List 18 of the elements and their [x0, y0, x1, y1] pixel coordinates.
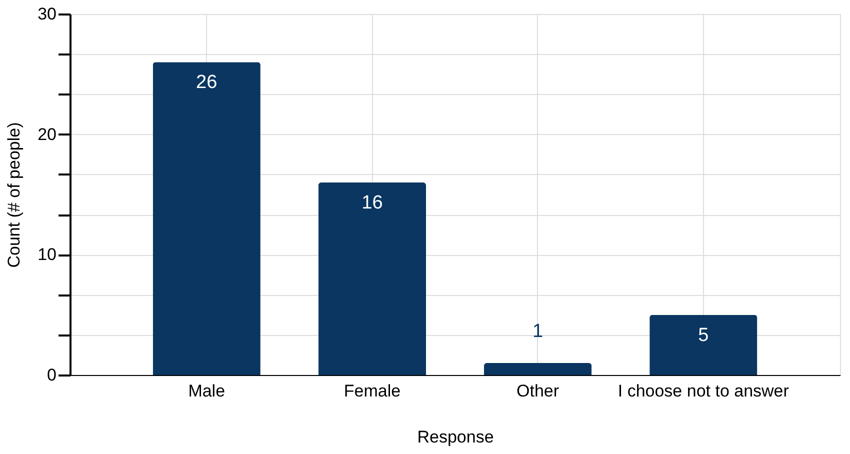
y-tick-label: 0	[47, 366, 56, 384]
data-label: 5	[698, 324, 709, 346]
x-tick-label: I choose not to answer	[618, 382, 790, 400]
y-tick-label: 10	[38, 245, 56, 264]
data-label: 1	[532, 320, 544, 342]
bar	[318, 182, 426, 375]
y-tick-label: 20	[38, 124, 56, 144]
x-tick-label: Other	[516, 382, 560, 400]
bar	[650, 314, 758, 375]
x-tick-label: Male	[188, 382, 226, 400]
data-label: 16	[362, 192, 383, 214]
bar	[484, 362, 592, 375]
bar	[152, 62, 260, 375]
y-tick-label: 30	[38, 4, 56, 24]
x-axis-title: Response	[417, 428, 494, 446]
x-tick-label: Female	[344, 382, 401, 400]
data-label: 26	[196, 72, 218, 94]
y-axis-title: Count (# of people)	[4, 122, 24, 268]
